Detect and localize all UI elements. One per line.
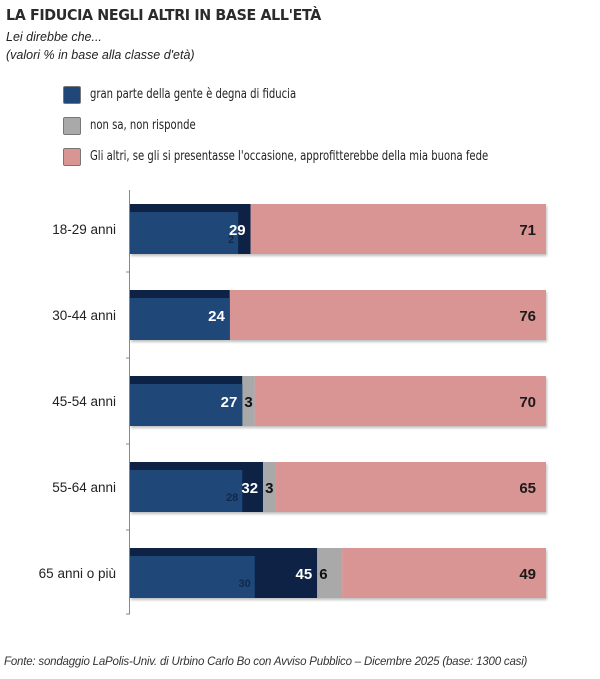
overlay-label: 28 bbox=[226, 492, 238, 504]
data-label-dont-know: 3 bbox=[265, 480, 273, 497]
bar-overlay-trust-previous bbox=[130, 470, 243, 512]
legend-swatch-trust bbox=[63, 86, 81, 104]
legend-label-trust: gran parte della gente è degna di fiduci… bbox=[90, 87, 297, 102]
bar-segment-distrust bbox=[254, 376, 547, 426]
data-label-dont-know: 6 bbox=[319, 566, 327, 583]
category-label: 30-44 anni bbox=[52, 308, 116, 323]
bar-segment-distrust bbox=[229, 290, 546, 340]
bar-segment-distrust bbox=[250, 204, 546, 254]
data-label-distrust: 76 bbox=[519, 308, 536, 325]
bar-segment-dont-know bbox=[242, 376, 255, 426]
data-label-trust: 45 bbox=[296, 566, 313, 583]
bar-overlay-trust-previous bbox=[130, 298, 230, 340]
y-axis: 18-29 anni 30-44 anni 45-54 anni 55-64 anni… bbox=[39, 190, 130, 615]
data-label-dont-know: 3 bbox=[244, 394, 252, 411]
source-note: Fonte: sondaggio LaPolis-Univ. di Urbino… bbox=[4, 656, 528, 668]
data-label-distrust: 70 bbox=[519, 394, 536, 411]
bar-overlay-trust-previous bbox=[130, 384, 243, 426]
category-label: 55-64 anni bbox=[52, 480, 116, 495]
data-label-trust: 29 bbox=[229, 222, 246, 239]
bar-segment-distrust bbox=[342, 548, 546, 598]
chart-note: (valori % in base alla classe d'età) bbox=[6, 48, 195, 62]
bar-segment-dont-know bbox=[317, 548, 343, 598]
data-label-distrust: 65 bbox=[519, 480, 536, 497]
bar-segment-dont-know bbox=[263, 462, 276, 512]
overlay-label: 30 bbox=[239, 578, 251, 590]
stacked-bar-chart: 18-29 anni 30-44 anni 45-54 anni 55-64 anni… bbox=[39, 190, 547, 615]
bar-segment-distrust bbox=[275, 462, 546, 512]
legend-label-dont-know: non sa, non risponde bbox=[90, 118, 196, 133]
chart-title: LA FIDUCIA NEGLI ALTRI IN BASE ALL'ETÀ bbox=[6, 6, 321, 24]
category-label: 65 anni o più bbox=[39, 566, 116, 581]
bar-overlay-trust-previous bbox=[130, 556, 255, 598]
category-label: 45-54 anni bbox=[52, 394, 116, 409]
legend-swatch-distrust bbox=[63, 148, 81, 166]
bar-overlay-trust-previous bbox=[130, 212, 239, 254]
chart-subtitle: Lei direbbe che... bbox=[6, 30, 102, 44]
legend-label-distrust: Gli altri, se gli si presentasse l'occas… bbox=[90, 149, 489, 164]
overlay-label: 2 bbox=[228, 234, 234, 246]
data-label-distrust: 71 bbox=[519, 222, 536, 239]
data-label-trust: 32 bbox=[241, 480, 258, 497]
category-label: 18-29 anni bbox=[52, 222, 116, 237]
data-label-trust: 27 bbox=[221, 394, 238, 411]
bars bbox=[130, 204, 547, 598]
data-label-distrust: 49 bbox=[519, 566, 536, 583]
legend-swatch-dont-know bbox=[63, 117, 81, 135]
data-label-trust: 24 bbox=[208, 308, 225, 325]
